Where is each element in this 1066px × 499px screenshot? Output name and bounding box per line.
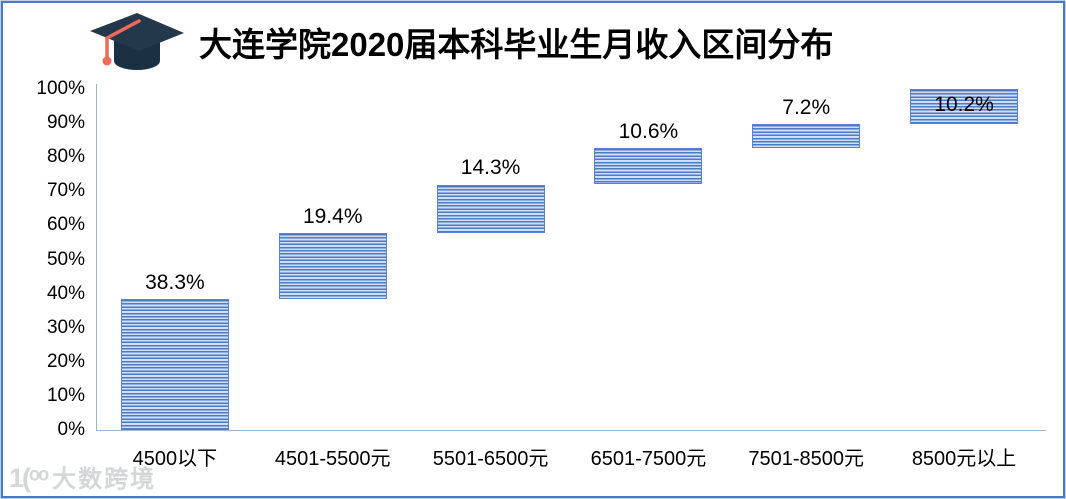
bar-segment <box>436 184 545 234</box>
bar-slot: 19.4% <box>254 89 412 430</box>
y-tick-label: 50% <box>46 248 85 270</box>
y-tick-label: 10% <box>46 384 85 406</box>
x-tick-label: 4501-5500元 <box>274 448 391 470</box>
chart-title-row: 大连学院2020届本科毕业生月收入区间分布 <box>87 11 833 73</box>
bar-data-label: 19.4% <box>302 205 363 229</box>
x-tick-label: 6501-7500元 <box>590 448 707 470</box>
y-tick-label: 80% <box>46 146 85 168</box>
bar-data-label: 10.6% <box>618 120 679 144</box>
watermark-logo-icon: 1(ᵒᵒ <box>9 463 49 493</box>
y-axis-line <box>96 84 97 431</box>
x-tick-label: 7501-8500元 <box>748 448 865 470</box>
graduation-cap-icon <box>90 13 184 70</box>
bar-segment <box>594 148 703 185</box>
y-tick-label: 0% <box>57 419 85 440</box>
plot-area: 38.3% 19.4% 14.3% 10.6% 7.2% 10.2% <box>96 89 1043 430</box>
bar-segment <box>910 89 1019 124</box>
y-tick-label: 20% <box>46 350 85 372</box>
bar-data-label: 38.3% <box>145 271 205 295</box>
y-tick-label: 30% <box>46 316 85 338</box>
y-tick-label: 100% <box>36 78 85 99</box>
y-tick-label: 60% <box>46 214 85 236</box>
y-axis: 0% 10% 20% 30% 40% 50% 60% 70% 80% 90% 100% <box>1 78 85 440</box>
bar-slot: 10.2% <box>885 89 1043 430</box>
x-axis-line <box>96 430 1046 431</box>
bar-slot: 7.2% <box>727 89 885 430</box>
x-tick-label: 4500以下 <box>132 448 218 470</box>
chart-title: 大连学院2020届本科毕业生月收入区间分布 <box>199 26 834 63</box>
x-tick-label: 8500元以上 <box>911 448 1017 470</box>
x-tick-label: 5501-6500元 <box>432 448 549 470</box>
bar-data-label: 10.2% <box>934 93 994 116</box>
bar-segment <box>120 299 229 430</box>
bar-slot: 38.3% <box>96 89 254 430</box>
y-tick-label: 70% <box>46 180 85 202</box>
bar-segment <box>752 123 861 149</box>
y-tick-label: 90% <box>46 112 85 134</box>
x-axis: 4500以下 4501-5500元 5501-6500元 6501-7500元 7501… <box>96 445 1043 475</box>
y-tick-label: 40% <box>46 282 85 304</box>
bar-slot: 10.6% <box>570 89 728 430</box>
bar-data-label: 7.2% <box>782 95 831 119</box>
bar-segment <box>278 233 387 300</box>
bar-slot: 14.3% <box>412 89 570 430</box>
bar-data-label: 14.3% <box>460 156 521 180</box>
